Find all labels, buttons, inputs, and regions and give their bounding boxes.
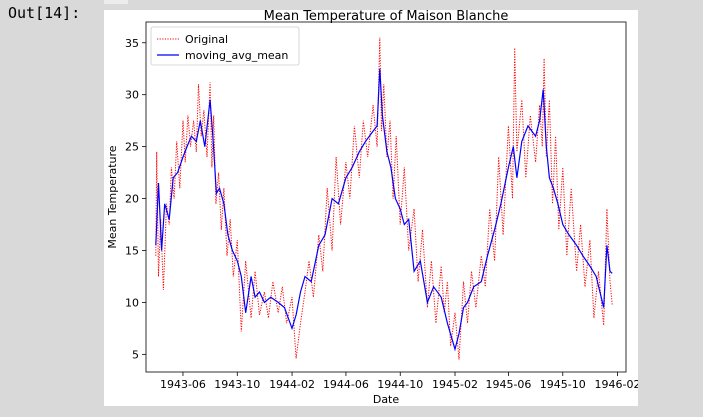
y-axis-ticks: 5 10 15 20 25 30 35 [125,37,146,361]
figure: Mean Temperature of Maison Blanche Mean … [104,10,638,406]
y-tick-label: 15 [125,244,139,257]
x-tick-label: 1945-02 [432,378,478,391]
chart-title: Mean Temperature of Maison Blanche [264,10,509,24]
y-tick-label: 30 [125,89,139,102]
x-tick-label: 1945-10 [540,378,586,391]
x-tick-label: 1946-02 [595,378,638,391]
y-tick-label: 10 [125,296,139,309]
series-line-original [155,37,613,360]
y-tick-label: 35 [125,37,139,50]
legend-label: Original [185,33,228,46]
y-tick-label: 5 [132,348,139,361]
x-tick-label: 1943-06 [160,378,206,391]
x-tick-label: 1944-02 [269,378,315,391]
x-tick-label: 1943-10 [214,378,260,391]
output-prompt: Out[14]: [8,4,81,22]
chart: Mean Temperature of Maison Blanche Mean … [106,10,638,406]
y-axis-label: Mean Temperature [106,145,119,248]
top-strip [104,0,128,4]
y-tick-label: 25 [125,141,139,154]
legend-label: moving_avg_mean [185,49,288,62]
series-line-moving-avg-mean [155,68,613,352]
plot-area [145,21,627,373]
plot-frame [145,21,627,373]
legend: Original moving_avg_mean [150,26,300,66]
x-axis-label: Date [373,393,400,406]
x-tick-label: 1944-06 [323,378,369,391]
x-tick-label: 1945-06 [485,378,531,391]
y-tick-label: 20 [125,193,139,206]
x-axis-ticks: 1943-06 1943-10 1944-02 1944-06 1944-10 1945-… [160,372,638,391]
legend-box [150,26,300,66]
x-tick-label: 1944-10 [377,378,423,391]
